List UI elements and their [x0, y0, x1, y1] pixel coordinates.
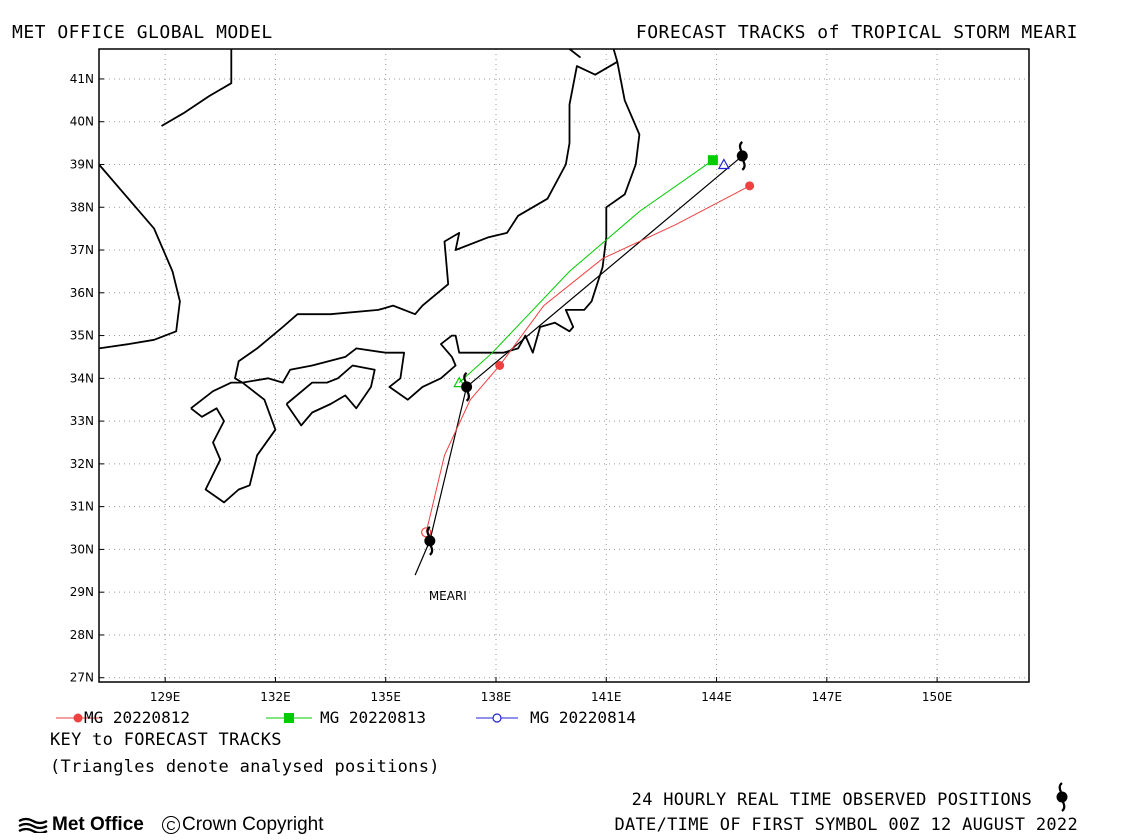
lat-tick-label: 36N: [70, 286, 94, 300]
storm-symbol-icon: [736, 141, 748, 171]
legend-marker: [284, 713, 294, 723]
storm-symbol-icon: [424, 525, 436, 556]
coastline-segment: [612, 48, 619, 63]
met-office-logo-text: Met Office: [52, 814, 144, 835]
chart-title: FORECAST TRACKS of TROPICAL STORM MEARI: [635, 22, 1078, 43]
observed-track-line: [414, 155, 743, 576]
coastline-segment: [568, 48, 582, 59]
observed-positions-text: 24 HOURLY REAL TIME OBSERVED POSITIONS: [631, 790, 1032, 810]
storm-symbol-arm: [463, 372, 468, 383]
model-title: MET OFFICE GLOBAL MODEL: [12, 22, 273, 43]
storm-symbol-arm: [738, 141, 744, 152]
storm-symbol-arm: [1061, 801, 1066, 812]
lon-tick-label: 144E: [701, 690, 732, 704]
legend-item-20220813: MG 20220813: [320, 708, 426, 727]
storm-name-label: MEARI: [429, 589, 467, 603]
legend-marker: [492, 713, 502, 723]
lon-tick-label: 147E: [812, 690, 843, 704]
lat-tick-label: 32N: [70, 457, 94, 471]
key-note: (Triangles denote analysed positions): [50, 757, 440, 777]
lat-tick-label: 29N: [70, 585, 94, 599]
graticule: [99, 49, 1029, 682]
copyright-text: Crown Copyright: [182, 814, 324, 835]
legend-item-20220814: MG 20220814: [530, 708, 636, 727]
track-line-mg-20220813: [458, 159, 714, 383]
storm-symbol-arm: [426, 525, 431, 537]
coastline-segment: [190, 381, 277, 504]
storm-symbol-icon: [1056, 782, 1068, 812]
coastline: [98, 48, 641, 504]
legend-item-20220812: MG 20220812: [84, 708, 190, 727]
forecast-marker: [707, 155, 718, 166]
storm-symbol-icon: [1056, 782, 1068, 812]
axis-labels: 129E 132E 135E 138E 141E 144E 147E 150E 27N 28N 29…: [70, 72, 953, 704]
lon-tick-label: 135E: [370, 690, 401, 704]
track-line-mg-20220812: [425, 185, 750, 533]
storm-symbol-arm: [429, 545, 434, 556]
copyright-icon: C: [162, 816, 180, 834]
lon-tick-label: 150E: [922, 690, 953, 704]
key-title: KEY to FORECAST TRACKS: [50, 730, 282, 750]
storm-symbol-arm: [465, 391, 470, 402]
forecast-marker: [745, 181, 755, 191]
lat-tick-label: 39N: [70, 157, 94, 171]
lat-tick-label: 40N: [70, 115, 94, 129]
lon-tick-label: 129E: [150, 690, 181, 704]
analysed-position-triangle: [453, 376, 466, 388]
lat-tick-label: 31N: [70, 500, 94, 514]
analysed-position-triangle: [717, 158, 730, 170]
lat-tick-label: 27N: [70, 671, 94, 685]
storm-symbol-core: [1056, 791, 1068, 803]
lat-tick-label: 38N: [70, 200, 94, 214]
legend-markers: [56, 713, 518, 723]
map-frame: [98, 48, 1030, 683]
coastline-segment: [98, 163, 181, 350]
storm-symbol-core: [736, 150, 748, 162]
storm-symbol-arm: [741, 160, 746, 171]
lat-tick-label: 33N: [70, 414, 94, 428]
met-office-logo[interactable]: Met Office: [18, 814, 144, 836]
forecast-tracks: MEARI: [414, 141, 755, 603]
lat-tick-label: 34N: [70, 371, 94, 385]
storm-symbol-core: [461, 381, 473, 393]
lon-tick-label: 141E: [591, 690, 622, 704]
lat-tick-label: 41N: [70, 72, 94, 86]
first-symbol-text: DATE/TIME OF FIRST SYMBOL 00Z 12 AUGUST …: [614, 815, 1078, 835]
lon-tick-label: 132E: [260, 690, 291, 704]
coastline-segment: [285, 364, 376, 427]
lat-tick-label: 28N: [70, 628, 94, 642]
storm-symbol-core: [424, 535, 436, 547]
forecast-marker: [495, 361, 505, 370]
storm-symbol-icon: [461, 372, 473, 402]
coastline-segment: [161, 49, 233, 127]
lon-tick-label: 138E: [481, 690, 512, 704]
storm-symbol-arm: [1058, 782, 1063, 793]
lat-tick-label: 30N: [70, 542, 94, 556]
lat-tick-label: 37N: [70, 243, 94, 257]
met-office-logo-icon: [18, 817, 48, 833]
coastline-segment: [234, 60, 641, 401]
legend-marker: [73, 713, 83, 723]
lat-tick-label: 35N: [70, 329, 94, 343]
crown-copyright: C Crown Copyright: [162, 814, 324, 836]
